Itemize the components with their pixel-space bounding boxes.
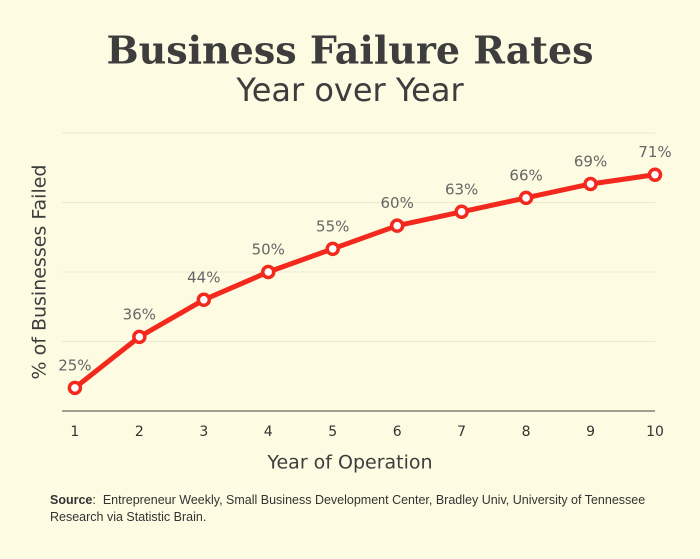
point: [261, 264, 276, 280]
data-label: 63%: [445, 180, 478, 198]
point: [647, 167, 663, 182]
y-axis-label: % of Businesses Failed: [29, 165, 51, 380]
data-label: 69%: [574, 152, 607, 170]
series-line: [73, 172, 656, 390]
source-label: Source: [50, 493, 93, 507]
x-tick-label: 3: [199, 424, 208, 440]
x-tick-label: 6: [393, 424, 402, 440]
x-tick-label: 7: [457, 424, 466, 440]
x-tick-label: 5: [328, 424, 337, 440]
x-tick-label: 8: [522, 424, 531, 440]
x-tick-label: 9: [586, 424, 595, 440]
data-label: 71%: [638, 143, 671, 161]
source-note: Source: Entrepreneur Weekly, Small Busin…: [50, 493, 646, 524]
data-label: 36%: [123, 305, 156, 323]
chart-subtitle: Year over Year: [235, 71, 464, 109]
data-label: 50%: [252, 241, 285, 259]
point: [196, 292, 212, 308]
data-label: 55%: [316, 217, 349, 235]
x-tick-label: 1: [70, 424, 79, 440]
point: [67, 380, 83, 396]
point: [518, 190, 534, 206]
x-axis-label: Year of Operation: [266, 452, 432, 474]
point: [325, 241, 340, 257]
data-label: 25%: [58, 356, 91, 374]
x-tick-label: 2: [135, 424, 144, 440]
x-tick-label: 4: [264, 424, 273, 440]
data-label: 60%: [381, 194, 414, 212]
chart-title: Business Failure Rates: [106, 28, 593, 73]
data-label: 66%: [509, 166, 542, 184]
point: [583, 176, 598, 192]
x-tick-label: 10: [646, 424, 664, 440]
source-text: Entrepreneur Weekly, Small Business Deve…: [50, 493, 646, 524]
point: [389, 218, 405, 233]
point: [454, 204, 469, 220]
point: [132, 329, 147, 345]
data-label: 44%: [187, 268, 220, 286]
